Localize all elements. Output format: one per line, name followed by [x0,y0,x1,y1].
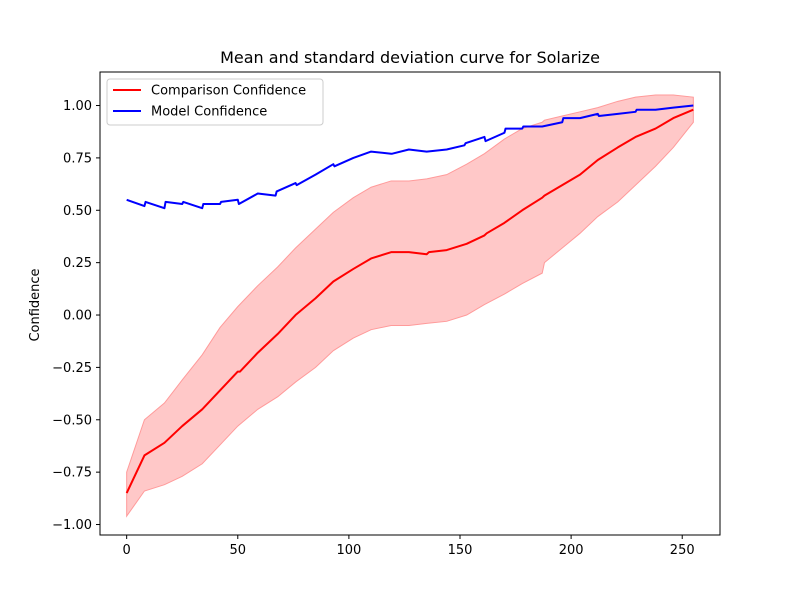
x-tick-label: 200 [559,543,584,558]
x-tick-label: 100 [336,543,361,558]
y-tick-label: 1.00 [63,99,92,114]
axes-frame [99,71,721,536]
legend-label: Model Confidence [151,105,267,120]
y-tick-label: 0.00 [63,309,92,324]
x-tick-label: 50 [230,543,247,558]
std-band [126,94,694,518]
y-tick-label: 0.50 [63,204,92,219]
y-tick-label: 0.75 [63,151,92,166]
x-tick-label: 150 [448,543,473,558]
y-tick-label: −0.75 [52,466,92,481]
y-tick-label: −0.25 [52,361,92,376]
series-line-comparison-confidence [125,108,694,494]
y-axis-label: Confidence [28,268,43,341]
plot-area: 0 50 100 150 200 250 −1.00 −0.75 −0.50 −0.25 0.00 0… [52,71,721,558]
y-tick-label: −0.50 [52,413,92,428]
legend-box [106,78,324,126]
legend: Comparison Confidence Model Confidence [106,78,324,126]
y-tick-label: 0.25 [63,256,92,271]
series-line-model-confidence [126,104,694,210]
chart-title: Mean and standard deviation curve for So… [220,48,600,67]
x-tick-label: 250 [670,543,695,558]
y-tick-label: −1.00 [52,518,92,533]
x-tick-label: 0 [123,543,131,558]
legend-label: Comparison Confidence [151,84,306,99]
